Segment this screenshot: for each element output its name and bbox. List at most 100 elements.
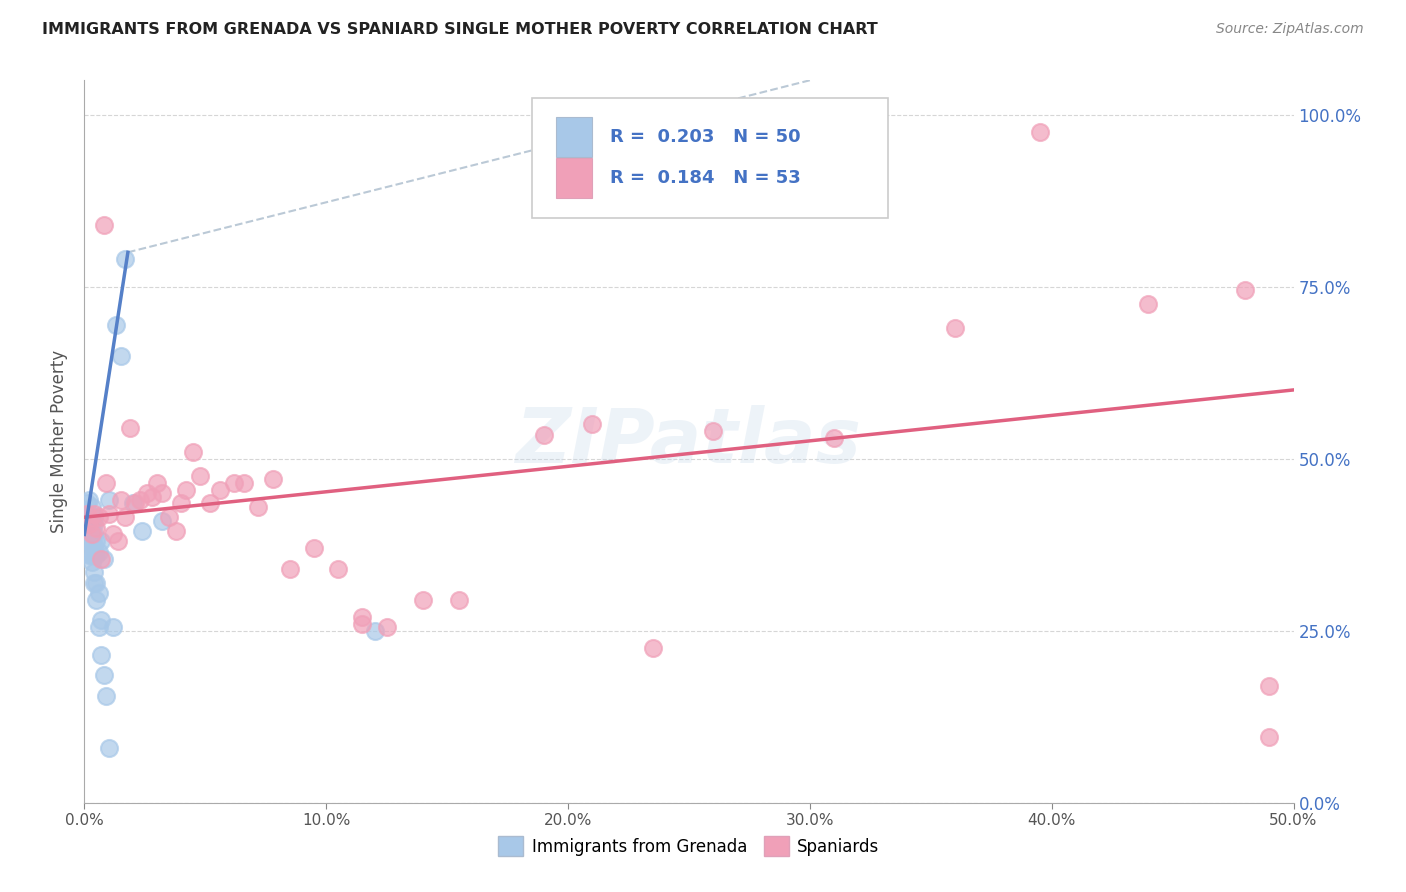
Point [87, 620, 110, 634]
Point [449, 592, 471, 607]
Point [165, 524, 187, 538]
Point [83, 538, 105, 552]
Point [103, 620, 125, 634]
Point [1137, 297, 1160, 311]
Point [103, 527, 125, 541]
Point [86, 592, 108, 607]
FancyBboxPatch shape [555, 117, 592, 156]
Text: ZIPatlas: ZIPatlas [516, 405, 862, 478]
Point [83, 507, 105, 521]
Point [76, 507, 98, 521]
Point [73, 510, 96, 524]
Point [97, 740, 120, 755]
Point [73, 503, 96, 517]
Point [136, 486, 159, 500]
Point [352, 616, 374, 631]
Point [262, 472, 284, 486]
FancyBboxPatch shape [555, 158, 592, 198]
Point [76, 520, 98, 534]
Point [83, 548, 105, 562]
Point [90, 648, 112, 662]
Point [87, 544, 110, 558]
Point [94, 689, 117, 703]
Point [146, 475, 169, 490]
Point [80, 527, 103, 541]
Point [114, 252, 136, 267]
Point [129, 493, 152, 508]
FancyBboxPatch shape [531, 98, 889, 218]
Point [104, 318, 127, 332]
Point [247, 500, 270, 514]
Point [170, 496, 193, 510]
Point [581, 417, 603, 432]
Text: R =  0.184   N = 53: R = 0.184 N = 53 [610, 169, 801, 186]
Point [83, 510, 105, 524]
Point [93, 218, 115, 232]
Point [157, 510, 180, 524]
Point [87, 510, 110, 524]
Point [702, 424, 724, 438]
Point [80, 538, 103, 552]
Point [641, 640, 664, 655]
Point [93, 668, 115, 682]
Point [110, 493, 132, 508]
Point [83, 527, 105, 541]
Point [77, 493, 100, 508]
Point [80, 548, 103, 562]
Point [278, 562, 301, 576]
Point [150, 486, 173, 500]
Point [80, 510, 103, 524]
Point [83, 566, 105, 580]
Point [363, 624, 385, 638]
Point [412, 592, 434, 607]
Point [124, 496, 146, 510]
Point [375, 620, 398, 634]
Point [76, 496, 98, 510]
Point [190, 469, 212, 483]
Point [1028, 125, 1050, 139]
Point [120, 421, 142, 435]
Legend: Immigrants from Grenada, Spaniards: Immigrants from Grenada, Spaniards [492, 830, 886, 863]
Point [943, 321, 966, 335]
Point [181, 445, 204, 459]
Point [97, 507, 120, 521]
Point [86, 520, 108, 534]
Point [77, 534, 100, 549]
Point [198, 496, 221, 510]
Point [86, 548, 108, 562]
Point [121, 496, 143, 510]
Point [114, 510, 136, 524]
Point [1258, 731, 1281, 745]
Point [94, 475, 117, 490]
Point [93, 551, 115, 566]
Point [174, 483, 197, 497]
Point [77, 510, 100, 524]
Point [90, 614, 112, 628]
Point [77, 517, 100, 532]
Point [80, 527, 103, 541]
Point [86, 575, 108, 590]
Point [131, 524, 153, 538]
Point [83, 575, 105, 590]
Point [80, 555, 103, 569]
Point [76, 507, 98, 521]
Point [352, 610, 374, 624]
Y-axis label: Single Mother Poverty: Single Mother Poverty [51, 350, 69, 533]
Point [80, 500, 103, 514]
Point [233, 475, 256, 490]
Point [77, 548, 100, 562]
Point [90, 551, 112, 566]
Point [80, 517, 103, 532]
Point [86, 534, 108, 549]
Text: IMMIGRANTS FROM GRENADA VS SPANIARD SINGLE MOTHER POVERTY CORRELATION CHART: IMMIGRANTS FROM GRENADA VS SPANIARD SING… [42, 22, 877, 37]
Point [110, 349, 132, 363]
Point [150, 514, 173, 528]
Point [208, 483, 231, 497]
Point [141, 490, 163, 504]
Point [90, 534, 112, 549]
Point [823, 431, 845, 445]
Point [77, 507, 100, 521]
Point [83, 517, 105, 532]
Point [1234, 283, 1257, 297]
Point [97, 493, 120, 508]
